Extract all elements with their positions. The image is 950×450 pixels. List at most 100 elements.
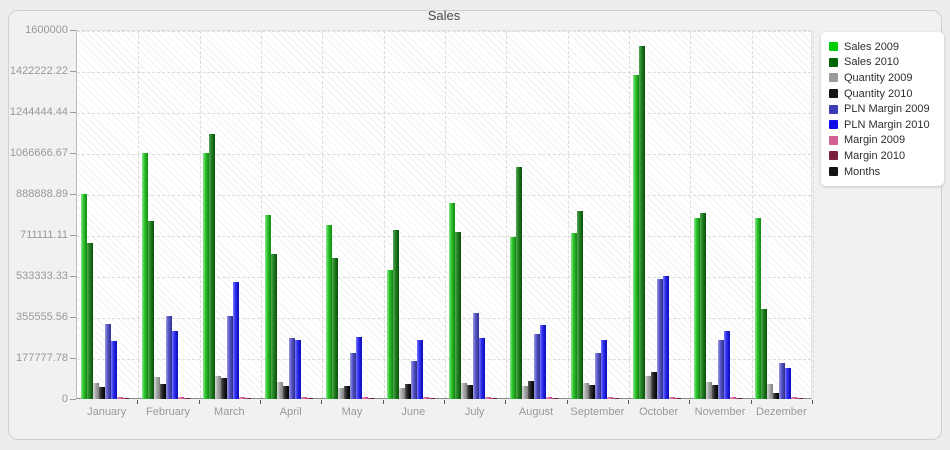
- x-axis-label: February: [145, 406, 191, 418]
- legend-swatch-icon: [829, 89, 838, 99]
- bar-margin-2010: [613, 397, 620, 399]
- y-axis-tick: [70, 235, 76, 236]
- bar-margin-2009: [545, 397, 552, 399]
- x-axis-tick: [689, 400, 691, 404]
- x-axis-tick: [505, 400, 507, 404]
- legend-label: Quantity 2010: [844, 87, 913, 100]
- bar-pln-margin-2009: [779, 363, 786, 399]
- x-axis-tick: [444, 400, 445, 404]
- bar-pln-margin-2009: [595, 352, 602, 399]
- legend-swatch-icon: [829, 135, 838, 145]
- bar-quantity-2009: [399, 387, 406, 399]
- chart-title: Sales: [427, 8, 461, 23]
- bar-margin-2009: [116, 397, 123, 399]
- y-axis-label: 711111.11: [20, 229, 68, 241]
- bar-margin-2010: [674, 397, 681, 399]
- x-axis-tick: [628, 400, 629, 404]
- bar-pln-margin-2009: [288, 337, 295, 399]
- bar-margin-2010: [306, 397, 313, 399]
- x-axis-tick: [566, 400, 568, 404]
- bar-quantity-2010: [711, 384, 718, 399]
- gridline-horizontal: [77, 154, 811, 155]
- bar-margin-2010: [797, 397, 804, 399]
- bar-pln-margin-2009: [104, 323, 111, 399]
- legend-item-margin-2009: Margin 2009: [829, 133, 936, 149]
- bar-sales-2010: [577, 210, 584, 399]
- legend-swatch-icon: [829, 73, 838, 83]
- bar-sales-2010: [454, 232, 461, 399]
- bar-sales-2010: [699, 212, 706, 399]
- bar-group-august: [505, 30, 566, 399]
- bar-quantity-2009: [337, 387, 344, 399]
- x-axis-label: April: [279, 406, 302, 418]
- bar-sales-2010: [147, 221, 154, 399]
- gridline-vertical: [322, 31, 324, 398]
- bar-sales-2009: [264, 215, 271, 399]
- bar-sales-2009: [80, 194, 87, 399]
- y-axis-tick: [70, 153, 76, 154]
- x-axis-tick: [750, 400, 752, 404]
- legend-label: Quantity 2009: [844, 71, 913, 84]
- y-axis-label: 1244444.44: [9, 106, 68, 118]
- gridline-horizontal: [77, 195, 811, 196]
- bar-margin-2009: [484, 397, 491, 399]
- bar-sales-2010: [515, 166, 522, 399]
- bar-sales-2009: [693, 217, 700, 399]
- y-axis-tick: [70, 358, 76, 359]
- gridline-vertical: [751, 31, 753, 398]
- y-axis-tick: [70, 194, 76, 195]
- bar-pln-margin-2009: [717, 339, 724, 399]
- gridline-vertical: [567, 31, 569, 398]
- gridline-vertical: [506, 31, 508, 398]
- legend-swatch-icon: [829, 57, 838, 67]
- x-axis-tick: [137, 400, 139, 404]
- bar-margin-2009: [668, 397, 675, 399]
- y-axis-label: 1066666.67: [9, 147, 68, 159]
- gridline-vertical: [445, 31, 446, 398]
- gridline-horizontal: [77, 31, 811, 32]
- legend-item-months: Months: [829, 164, 936, 180]
- gridline-horizontal: [77, 318, 811, 319]
- bar-pln-margin-2009: [533, 333, 540, 399]
- y-axis-label: 1422222.22: [9, 65, 68, 77]
- bar-quantity-2010: [405, 383, 412, 399]
- bar-margin-2009: [239, 397, 246, 399]
- bar-quantity-2009: [92, 383, 99, 399]
- x-axis-label: January: [87, 406, 127, 418]
- legend-label: Sales 2010: [844, 56, 900, 69]
- gridline-vertical: [383, 31, 385, 398]
- bar-quantity-2010: [527, 380, 534, 399]
- y-axis-label: 355555.56: [16, 311, 68, 323]
- legend-label: Sales 2009: [844, 40, 900, 53]
- bar-sales-2009: [325, 224, 332, 399]
- bar-pln-margin-2010: [417, 340, 424, 399]
- bar-quantity-2009: [521, 385, 528, 399]
- bar-margin-2010: [490, 397, 497, 399]
- bar-group-dezember: [751, 30, 812, 399]
- bar-margin-2009: [300, 397, 307, 399]
- bar-group-july: [444, 30, 505, 399]
- gridline-horizontal: [77, 236, 811, 237]
- bar-sales-2009: [203, 152, 210, 399]
- x-axis-tick: [321, 400, 323, 404]
- x-axis-label: June: [401, 406, 426, 418]
- bar-quantity-2009: [460, 383, 467, 399]
- x-axis-label: August: [518, 406, 554, 418]
- bar-margin-2009: [607, 397, 614, 399]
- legend-swatch-icon: [829, 104, 838, 114]
- gridline-vertical: [629, 31, 630, 398]
- bar-margin-2009: [361, 397, 368, 399]
- y-axis-tick: [70, 399, 76, 400]
- bar-pln-margin-2010: [662, 276, 669, 399]
- legend-swatch-icon: [829, 151, 838, 161]
- legend-box: Sales 2009 Sales 2010 Quantity 2009 Quantit…: [821, 32, 944, 187]
- bar-quantity-2010: [282, 385, 289, 399]
- bar-quantity-2010: [466, 384, 473, 399]
- bar-margin-2009: [791, 397, 798, 399]
- x-axis-label: May: [341, 406, 363, 418]
- bar-sales-2009: [755, 217, 762, 399]
- bar-pln-margin-2009: [472, 312, 479, 399]
- legend-swatch-icon: [829, 120, 838, 130]
- plot-area: [76, 30, 814, 399]
- gridline-horizontal: [77, 113, 811, 114]
